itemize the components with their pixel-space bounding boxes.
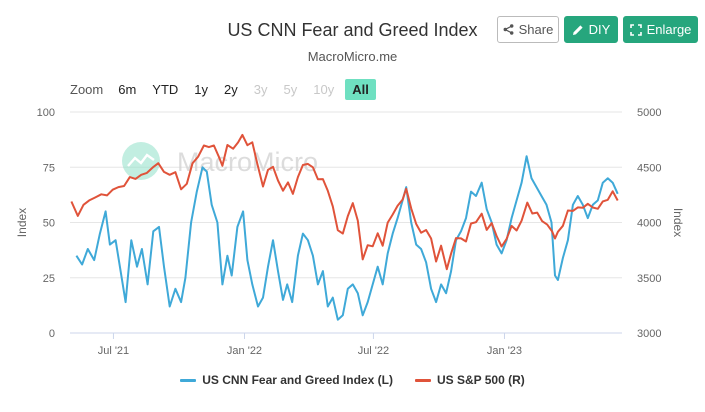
legend-swatch-fear-greed (180, 378, 197, 382)
pencil-icon (572, 24, 583, 35)
enlarge-button-label: Enlarge (646, 22, 692, 37)
share-button-label: Share (518, 22, 554, 37)
zoom-all-button[interactable]: All (345, 79, 376, 100)
zoom-ytd-button[interactable]: YTD (152, 82, 179, 97)
y-right-tick-label: 4500 (637, 162, 661, 174)
legend-item-fear-greed[interactable]: US CNN Fear and Greed Index (L) (180, 373, 393, 387)
y-right-tick-label: 4000 (637, 218, 661, 230)
y-left-tick-label: 75 (43, 162, 55, 174)
legend-label-sp500: US S&P 500 (R) (436, 373, 525, 387)
zoom-label: Zoom (70, 82, 104, 97)
y-left-tick-label: 0 (49, 328, 55, 340)
legend-item-sp500[interactable]: US S&P 500 (R) (414, 373, 525, 387)
chart-subtitle: MacroMicro.me (307, 49, 398, 64)
zoom-5y-button[interactable]: 5y (283, 82, 298, 97)
watermark-logo-mark (127, 153, 155, 167)
legend: US CNN Fear and Greed Index (L) US S&P 5… (0, 373, 705, 387)
legend-label-fear-greed: US CNN Fear and Greed Index (L) (202, 373, 393, 387)
y-left-tick-label: 50 (43, 218, 55, 230)
zoom-3y-button[interactable]: 3y (253, 82, 268, 97)
zoom-6m-button[interactable]: 6m (118, 82, 137, 97)
y-right-axis-label: Index (671, 208, 685, 237)
y-left-tick-label: 100 (37, 107, 55, 119)
axes: 0 25 50 75 100 3000 3500 4000 4500 5000 Jul '21 Jan… (15, 107, 685, 357)
x-tick-label: Jan '23 (487, 345, 522, 357)
sp500-line[interactable] (70, 133, 619, 271)
series-lines (70, 133, 619, 321)
x-tick-label: Jul '21 (98, 345, 129, 357)
x-tick-label: Jul '22 (358, 345, 389, 357)
expand-icon (629, 23, 642, 36)
diy-button-label: DIY (588, 22, 611, 37)
diy-button[interactable]: DIY (564, 16, 618, 43)
y-right-tick-label: 3000 (637, 328, 661, 340)
zoom-1y-button[interactable]: 1y (194, 82, 209, 97)
y-right-tick-label: 5000 (637, 107, 661, 119)
share-button[interactable]: Share (497, 16, 559, 43)
y-left-axis-label: Index (15, 208, 29, 237)
share-icon (503, 24, 514, 35)
zoom-10y-button[interactable]: 10y (313, 82, 335, 97)
zoom-selector: Zoom 6m YTD 1y 2y 3y 5y 10y All (70, 79, 382, 100)
chart-title: US CNN Fear and Greed Index (227, 20, 478, 40)
x-tick-label: Jan '22 (227, 345, 262, 357)
y-left-tick-label: 25 (43, 273, 55, 285)
fear-greed-line[interactable] (75, 155, 619, 321)
legend-swatch-sp500 (414, 378, 431, 382)
zoom-2y-button[interactable]: 2y (224, 82, 238, 97)
watermark-text: MacroMicro (177, 147, 318, 177)
y-right-tick-label: 3500 (637, 273, 661, 285)
enlarge-button[interactable]: Enlarge (623, 16, 698, 43)
